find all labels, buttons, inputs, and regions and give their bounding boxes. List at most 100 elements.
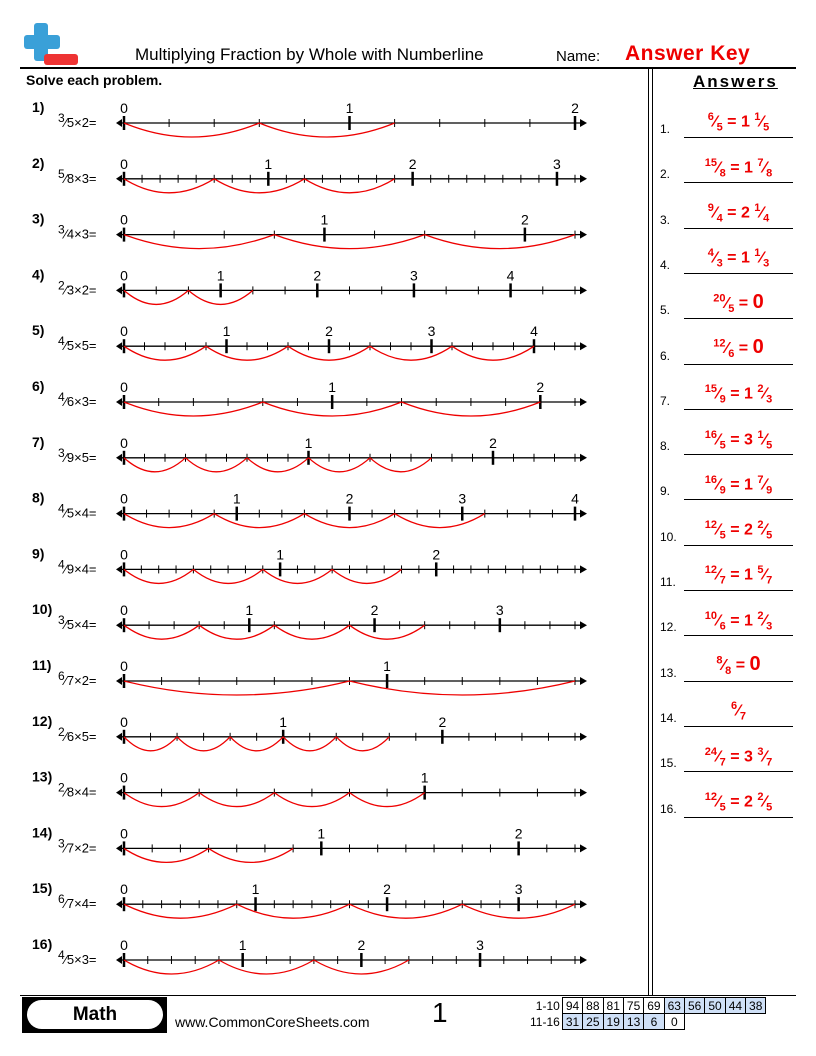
answer-row: 13. 8⁄8 = 0 [660, 652, 795, 682]
whole-number: 4 [82, 617, 89, 632]
tick-label: 1 [223, 323, 231, 339]
equals-sign: = [89, 729, 97, 744]
answer-number: 7. [660, 393, 671, 408]
problem-number: 12) [32, 713, 52, 729]
fraction-slash: ⁄ [62, 171, 69, 186]
denominator: 7 [67, 896, 74, 911]
score-cell: 19 [602, 1013, 624, 1030]
problem-number: 14) [32, 824, 52, 840]
problem-1: 1)3⁄5×2=0 1 2 [32, 99, 587, 138]
times-sign: × [74, 561, 82, 576]
answer-value: 15⁄8 = 1 7⁄8 [704, 156, 773, 180]
answer-line [684, 363, 793, 365]
whole-number: 4 [82, 561, 89, 576]
times-sign: × [74, 450, 82, 465]
problem-7: 7) 3⁄9×5= 0 1 2 [32, 434, 587, 473]
tick-label: 1 [321, 212, 329, 228]
denominator: 7 [67, 840, 74, 855]
answer-value: 6⁄7 [731, 700, 746, 723]
problem-expression: 3⁄5×2= [58, 111, 97, 130]
jump-arc [273, 624, 350, 640]
denominator: 4 [67, 227, 74, 242]
left-arrow-icon [116, 453, 122, 462]
numerator: 4 [58, 334, 65, 348]
footer-divider [20, 995, 796, 996]
jump-arc [304, 178, 395, 194]
problem-5: 5)4⁄5×5=0 1 2 3 4 [32, 322, 587, 361]
problem-expression: 3⁄5×4= [58, 613, 97, 632]
answer-line [684, 182, 793, 184]
whole-number: 2 [82, 115, 89, 130]
tick-label: 1 [252, 881, 260, 897]
score-cell: 69 [643, 997, 665, 1014]
problem-number: 3) [32, 211, 44, 227]
right-arrow-icon [580, 844, 587, 853]
fraction-slash: ⁄ [62, 450, 69, 465]
numerator: 4 [58, 948, 65, 962]
fraction-slash: ⁄ [62, 338, 69, 353]
problem-13: 13) 2⁄8×4= 0 1 [32, 769, 587, 808]
tick-label: 2 [489, 435, 497, 451]
answer-line [684, 725, 793, 727]
jump-arc [369, 345, 453, 361]
whole-number: 2 [82, 840, 89, 855]
times-sign: × [74, 952, 82, 967]
jump-arc [274, 233, 425, 250]
answer-line [684, 771, 793, 773]
left-arrow-icon [116, 788, 122, 797]
jump-arc [424, 233, 576, 250]
tick-label: 0 [120, 212, 128, 228]
jump-arc [123, 847, 209, 864]
problem-expression: 3⁄7×2= [58, 836, 97, 855]
tick-label: 0 [120, 602, 128, 618]
problem-10: 10)3⁄5×4=0 1 2 3 [32, 601, 587, 640]
tick-label: 1 [305, 435, 313, 451]
problem-expression: 2⁄6×5= [58, 725, 97, 744]
answer-line [684, 137, 793, 138]
answer-number: 9. [660, 484, 671, 499]
denominator: 8 [67, 785, 74, 800]
tick-label: 0 [120, 267, 128, 283]
problem-expression: 3⁄9×5= [58, 446, 97, 465]
score-cell: 0 [663, 1013, 685, 1030]
jump-arc [123, 624, 200, 640]
denominator: 9 [67, 450, 74, 465]
jump-arc [335, 736, 390, 752]
left-arrow-icon [116, 119, 122, 127]
tick-label: 3 [458, 491, 466, 507]
numerator: 2 [58, 725, 65, 739]
jump-arc [401, 401, 541, 417]
fraction-slash: ⁄ [62, 785, 69, 800]
problem-expression: 4⁄5×5= [58, 334, 97, 353]
tick-label: 0 [120, 770, 128, 786]
problem-16: 16)4⁄5×3=0 1 2 3 [32, 936, 587, 975]
jump-arc [205, 345, 289, 361]
numerator: 6 [58, 669, 65, 683]
answer-row: 12. 10⁄6 = 1 2⁄3 [660, 606, 795, 637]
answer-value: 20⁄5 = 0 [713, 291, 764, 316]
times-sign: × [74, 115, 82, 130]
problem-number: 13) [32, 769, 52, 785]
answer-line [684, 272, 793, 274]
fraction-slash: ⁄ [62, 617, 69, 632]
equals-sign: = [89, 227, 97, 242]
answer-value: 15⁄9 = 1 2⁄3 [704, 383, 773, 406]
times-sign: × [74, 840, 82, 855]
answer-value: 10⁄6 = 1 2⁄3 [704, 609, 773, 633]
tick-label: 2 [383, 881, 391, 897]
tick-label: 1 [421, 770, 429, 786]
tick-label: 2 [438, 714, 446, 730]
jump-arc [369, 457, 432, 473]
tick-label: 0 [120, 825, 128, 841]
answer-value: 9⁄4 = 2 1⁄4 [707, 202, 770, 225]
problem-number: 9) [32, 545, 44, 561]
times-sign: × [74, 171, 82, 186]
equals-sign: = [89, 115, 97, 130]
jump-arc [259, 122, 395, 138]
jump-arc [331, 568, 402, 585]
jump-arc [213, 178, 305, 194]
answers-heading: Answers [693, 72, 778, 91]
jump-arc [461, 903, 576, 919]
answer-line [684, 680, 793, 682]
whole-number: 3 [82, 171, 89, 186]
